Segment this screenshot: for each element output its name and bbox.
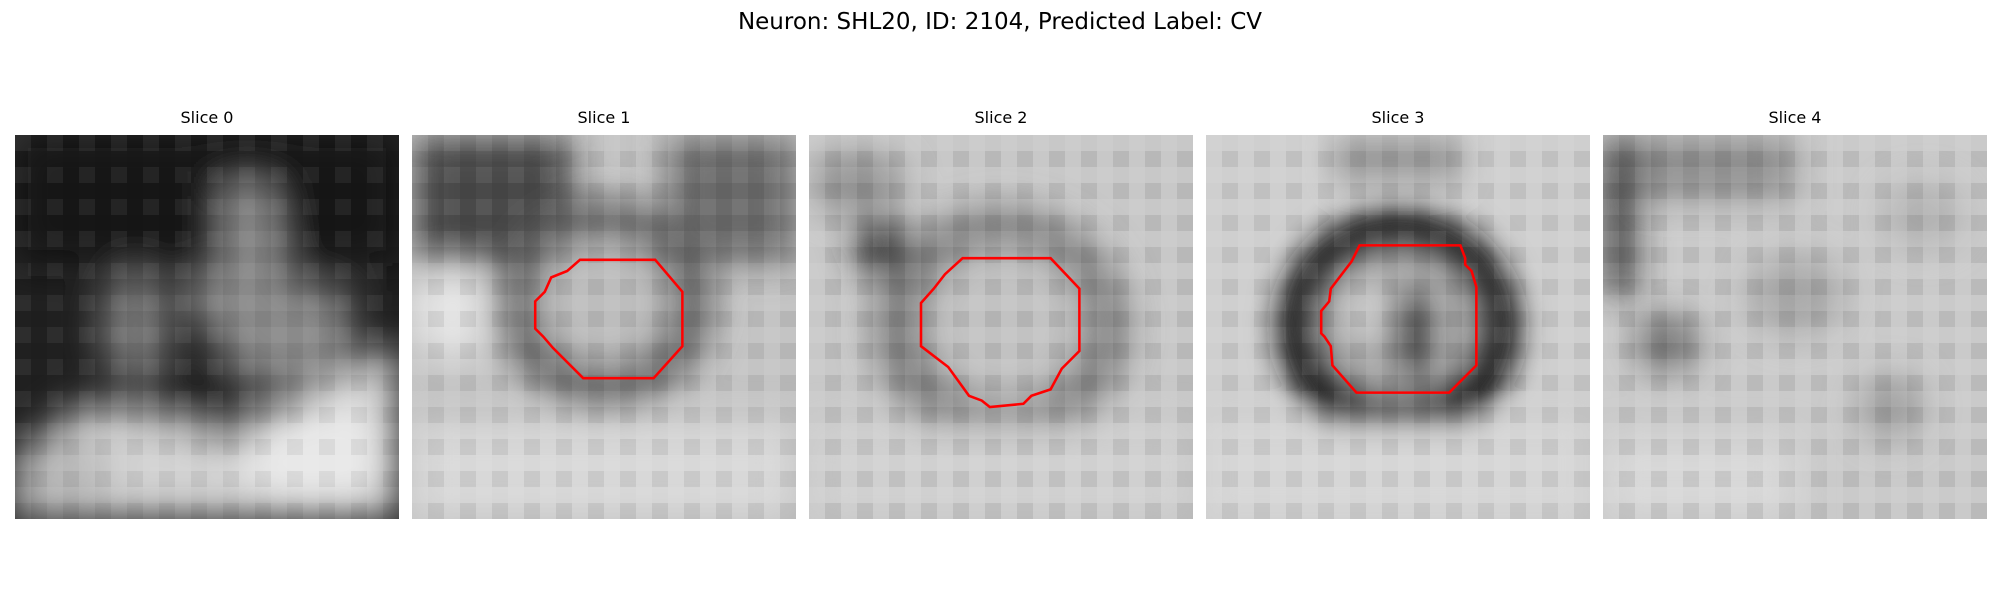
slice-2-contour [919, 256, 1081, 409]
slice-2-image [809, 135, 1193, 519]
slice-3-contour [1319, 244, 1478, 394]
slice-title: Slice 1 [577, 108, 631, 127]
slice-1-image [412, 135, 796, 519]
slice-title: Slice 3 [1371, 108, 1425, 127]
figure-title: Neuron: SHL20, ID: 2104, Predicted Label… [737, 9, 1263, 35]
slice-3-image [1206, 135, 1590, 519]
slice-4-image [1603, 135, 1987, 519]
slice-title: Slice 0 [180, 108, 234, 127]
slice-title: Slice 4 [1768, 108, 1822, 127]
slice-1-contour [533, 258, 684, 380]
slice-0-image [15, 135, 399, 519]
slice-title: Slice 2 [974, 108, 1028, 127]
